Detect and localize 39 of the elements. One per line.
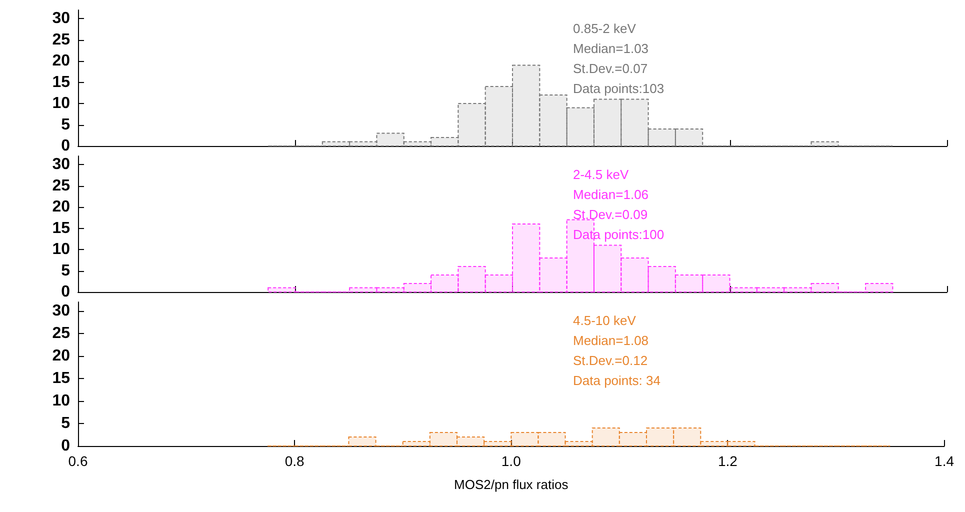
annotation: Median=1.03 <box>573 41 649 56</box>
y-tick-label: 15 <box>52 74 70 91</box>
y-tick-label: 10 <box>52 95 70 112</box>
y-tick-label: 15 <box>52 370 70 387</box>
y-tick-label: 25 <box>52 31 70 48</box>
y-tick-label: 20 <box>52 52 70 70</box>
y-tick-label: 20 <box>52 198 70 216</box>
x-tick-label: 1.2 <box>718 453 738 469</box>
y-tick-label: 0 <box>61 138 70 154</box>
annotation: Data points:103 <box>573 81 664 96</box>
y-tick-label: 25 <box>52 177 70 194</box>
annotation: Data points:100 <box>573 227 664 242</box>
y-tick-label: 20 <box>52 348 70 364</box>
annotation: 2-4.5 keV <box>573 167 629 182</box>
y-tick-label: 30 <box>52 302 70 320</box>
annotation: Data points: 34 <box>573 373 660 388</box>
annotation: St.Dev.=0.07 <box>573 61 648 76</box>
y-tick-label: 15 <box>52 220 70 237</box>
annotation: Median=1.08 <box>573 333 649 348</box>
annotation: St.Dev.=0.09 <box>573 207 648 222</box>
annotation: St.Dev.=0.12 <box>573 353 648 368</box>
annotation: Median=1.06 <box>573 187 649 202</box>
y-tick-label: 0 <box>61 284 70 300</box>
y-tick-label: 25 <box>52 325 70 342</box>
x-tick-label: 1.0 <box>501 453 522 469</box>
y-tick-label: 10 <box>52 241 70 258</box>
x-tick-label: 1.4 <box>934 453 954 469</box>
y-tick-label: 5 <box>61 116 70 134</box>
y-tick-label: 10 <box>52 392 70 410</box>
y-tick-label: 5 <box>61 415 70 432</box>
x-tick-label: 0.8 <box>284 453 305 469</box>
x-tick-label: 0.6 <box>68 453 88 469</box>
y-tick-label: 5 <box>61 262 70 280</box>
y-tick-label: 0 <box>61 438 70 454</box>
annotation: 0.85-2 keV <box>573 21 636 36</box>
y-tick-label: 30 <box>52 10 70 27</box>
annotation: 4.5-10 keV <box>573 313 636 328</box>
y-tick-label: 30 <box>52 156 70 173</box>
x-axis-title: MOS2/pn flux ratios <box>454 477 569 492</box>
